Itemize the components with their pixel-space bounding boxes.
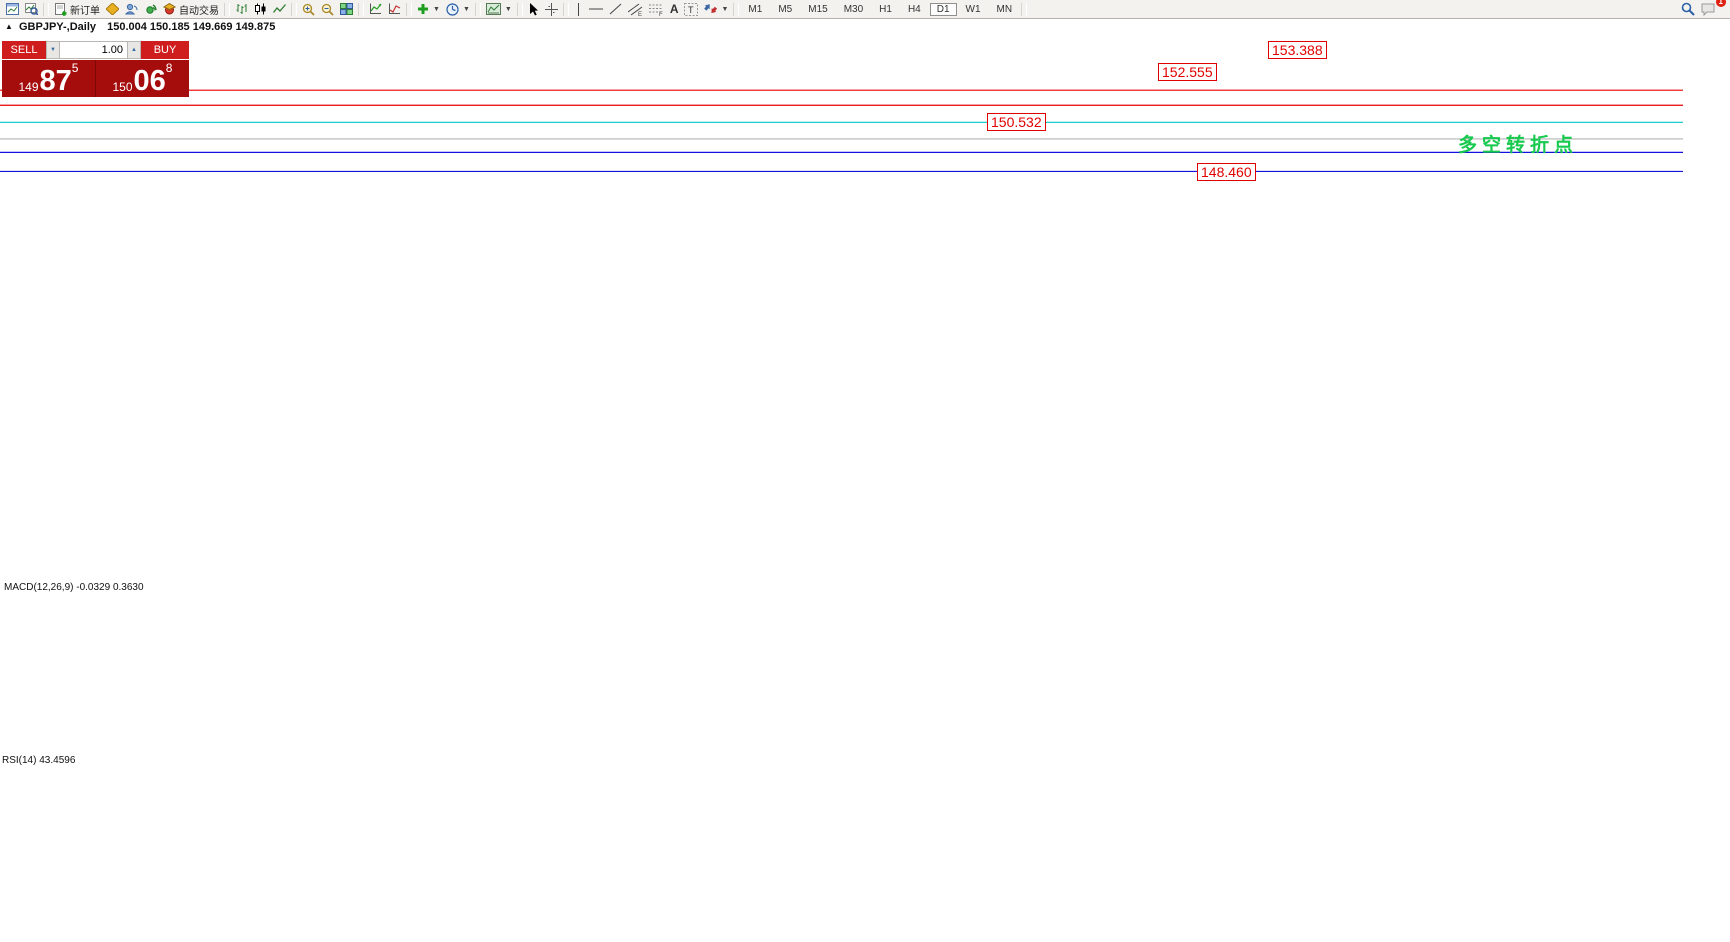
crosshair-tool-button[interactable] xyxy=(542,1,561,18)
autotrading-button[interactable]: 自动交易 xyxy=(160,1,222,18)
text-tool-button[interactable]: A xyxy=(669,2,679,16)
line-chart-type-button[interactable] xyxy=(270,1,289,18)
sell-price-big: 87 xyxy=(39,65,72,97)
volume-input[interactable] xyxy=(60,41,127,59)
add-indicator-button[interactable]: ▼ xyxy=(414,1,443,18)
toolbar-separator xyxy=(358,2,364,16)
buy-button[interactable]: BUY xyxy=(141,41,189,59)
chat-icon xyxy=(1701,3,1715,16)
toolbar-separator xyxy=(733,2,740,16)
toolbar-separator xyxy=(474,2,481,16)
toolbar-separator xyxy=(562,2,569,16)
svg-text:F: F xyxy=(659,12,663,16)
buy-price[interactable]: 150 06 8 xyxy=(96,60,189,97)
dropdown-arrow-icon: ▼ xyxy=(433,5,440,13)
period-button[interactable]: ▼ xyxy=(443,1,473,18)
dropdown-arrow-icon: ▼ xyxy=(721,5,729,13)
signals-button[interactable] xyxy=(141,1,160,18)
volume-decrease-button[interactable]: ▼ xyxy=(46,41,60,59)
candlestick-type-button[interactable] xyxy=(251,1,270,18)
vertical-line-tool-button[interactable] xyxy=(571,1,586,18)
new-order-button[interactable]: 新订单 xyxy=(51,1,103,18)
chart-collapse-icon[interactable]: ▲ xyxy=(5,22,13,31)
dropdown-arrow-icon: ▼ xyxy=(462,5,470,13)
volume-increase-button[interactable]: ▲ xyxy=(127,41,141,59)
new-order-label: 新订单 xyxy=(70,5,100,17)
bar-chart-type-button[interactable] xyxy=(232,1,251,18)
timeframe-M15[interactable]: M15 xyxy=(808,3,828,15)
equidistant-channel-tool-button[interactable]: E xyxy=(625,1,646,18)
search-button[interactable] xyxy=(1678,1,1698,18)
autotrading-icon xyxy=(163,3,176,15)
timeframe-H1[interactable]: H1 xyxy=(879,3,892,15)
toolbar-separator xyxy=(224,2,230,16)
timeframe-W1[interactable]: W1 xyxy=(965,3,981,15)
macd-label: MACD(12,26,9) -0.0329 0.3630 xyxy=(4,582,144,593)
notification-badge: 1 xyxy=(1715,0,1726,7)
fibonacci-tool-button[interactable]: F xyxy=(646,1,667,18)
symbol-ohlc: 150.004 150.185 149.669 149.875 xyxy=(107,21,276,33)
zoom-in-button[interactable] xyxy=(299,1,318,18)
callout-150532[interactable]: 150.532 xyxy=(987,113,1046,131)
text-label-tool-button[interactable]: T xyxy=(681,1,701,18)
template-button[interactable]: ▼ xyxy=(483,1,515,18)
main-toolbar: 新订单 自动交易 ▼ ▼ ▼ E F A T ▼ xyxy=(0,0,1730,19)
timeframe-M30[interactable]: M30 xyxy=(843,3,864,15)
timeframe-group: M1 M5 M15 M30 H1 H4 D1 W1 MN xyxy=(741,2,1019,16)
toolbar-separator xyxy=(516,2,523,16)
new-order-icon xyxy=(55,2,67,16)
symbol-header: ▲ GBPJPY-,Daily 150.004 150.185 149.669 … xyxy=(5,21,275,33)
timeframe-H4[interactable]: H4 xyxy=(907,3,921,15)
trendline-tool-button[interactable] xyxy=(606,1,625,18)
timeframe-D1[interactable]: D1 xyxy=(929,2,957,16)
indicators-button[interactable] xyxy=(366,1,385,18)
toolbar-separator xyxy=(43,2,49,16)
symbol-title: GBPJPY-,Daily xyxy=(18,21,97,33)
notifications-button[interactable]: 1 xyxy=(1698,0,1726,18)
buy-price-big: 06 xyxy=(133,65,166,97)
arrow-shapes-button[interactable]: ▼ xyxy=(701,1,731,18)
timeframe-MN[interactable]: MN xyxy=(996,3,1013,15)
svg-text:T: T xyxy=(688,5,694,15)
chart-profiles-button[interactable] xyxy=(22,1,41,18)
horizontal-line-tool-button[interactable] xyxy=(586,1,606,18)
buy-price-sup: 8 xyxy=(165,61,173,75)
autotrading-label: 自动交易 xyxy=(179,5,219,17)
toolbar-separator xyxy=(406,2,412,16)
sell-price[interactable]: 149 87 5 xyxy=(2,60,96,97)
zoom-out-button[interactable] xyxy=(318,1,337,18)
svg-text:E: E xyxy=(638,12,642,16)
one-click-trading-panel: SELL ▼ ▲ BUY 149 87 5 150 06 8 xyxy=(2,41,189,97)
sell-button[interactable]: SELL xyxy=(2,41,46,59)
tile-windows-button[interactable] xyxy=(337,1,356,18)
dropdown-arrow-icon: ▼ xyxy=(504,5,512,13)
sell-price-prefix: 149 xyxy=(18,80,39,94)
metaeditor-button[interactable] xyxy=(103,1,122,18)
indicator-list-button[interactable] xyxy=(385,1,404,18)
chart-window-button[interactable] xyxy=(3,1,22,18)
callout-148460[interactable]: 148.460 xyxy=(1197,163,1256,181)
cursor-tool-button[interactable] xyxy=(525,1,542,18)
sell-price-sup: 5 xyxy=(71,61,79,75)
timeframe-M1[interactable]: M1 xyxy=(748,3,763,15)
turning-point-annotation[interactable]: 多空转折点 xyxy=(1458,135,1579,156)
callout-152555[interactable]: 152.555 xyxy=(1158,63,1217,81)
toolbar-separator xyxy=(291,2,297,16)
rsi-label: RSI(14) 43.4596 xyxy=(2,755,76,766)
market-watch-button[interactable] xyxy=(122,1,141,18)
timeframe-M5[interactable]: M5 xyxy=(778,3,793,15)
buy-price-prefix: 150 xyxy=(112,80,133,94)
toolbar-separator xyxy=(1021,2,1028,16)
price-level-lines xyxy=(0,89,1683,173)
callout-153388[interactable]: 153.388 xyxy=(1268,41,1327,59)
